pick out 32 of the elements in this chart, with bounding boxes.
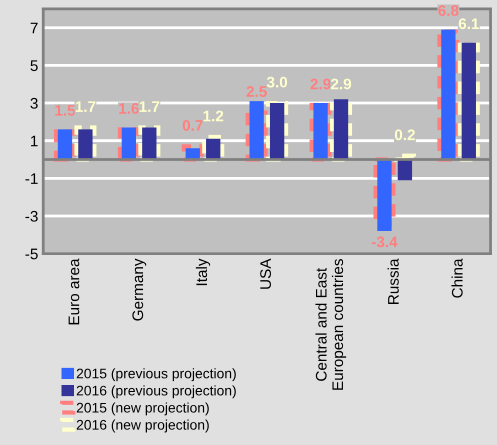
x-tick-label: Euro area bbox=[68, 258, 80, 324]
x-tick-label: Central and East European countries bbox=[315, 259, 346, 390]
y-tick-label: 1 bbox=[31, 136, 38, 146]
data-label: 0.2 bbox=[394, 129, 415, 140]
x-tick-label: Italy bbox=[196, 258, 210, 286]
x-tick-label: China bbox=[451, 258, 463, 298]
x-tick-label: Germany bbox=[132, 258, 146, 321]
y-tick-label: 7 bbox=[30, 22, 38, 34]
y-tick-label: -5 bbox=[25, 248, 38, 260]
data-label: 1.7 bbox=[140, 101, 160, 112]
y-tick-label: -3 bbox=[25, 210, 38, 222]
x-tick-label: USA bbox=[260, 258, 271, 289]
legend-label: 2015 (new projection) bbox=[76, 402, 209, 416]
data-label: 2.5 bbox=[246, 86, 267, 97]
legend-label: 2016 (previous projection) bbox=[76, 385, 236, 398]
legend-label: 2015 (previous projection) bbox=[76, 368, 236, 382]
data-label: 1.7 bbox=[76, 101, 96, 112]
data-label: 0.7 bbox=[182, 120, 203, 131]
data-label: 6.1 bbox=[458, 18, 480, 30]
data-label: 2.9 bbox=[330, 78, 352, 90]
data-label: 1.6 bbox=[119, 103, 139, 114]
y-tick-label: 5 bbox=[30, 60, 38, 72]
data-label: 1.5 bbox=[55, 105, 76, 116]
y-tick-label: 3 bbox=[30, 98, 38, 109]
data-label: 3.0 bbox=[266, 76, 288, 88]
x-tick-label: Russia bbox=[388, 258, 399, 304]
data-label: 6.8 bbox=[438, 5, 459, 16]
data-label: -3.4 bbox=[372, 236, 398, 248]
y-tick-label: -1 bbox=[25, 173, 38, 184]
data-label: 1.2 bbox=[204, 110, 224, 122]
legend-label: 2016 (new projection) bbox=[76, 420, 209, 432]
data-label: 2.9 bbox=[310, 78, 331, 90]
